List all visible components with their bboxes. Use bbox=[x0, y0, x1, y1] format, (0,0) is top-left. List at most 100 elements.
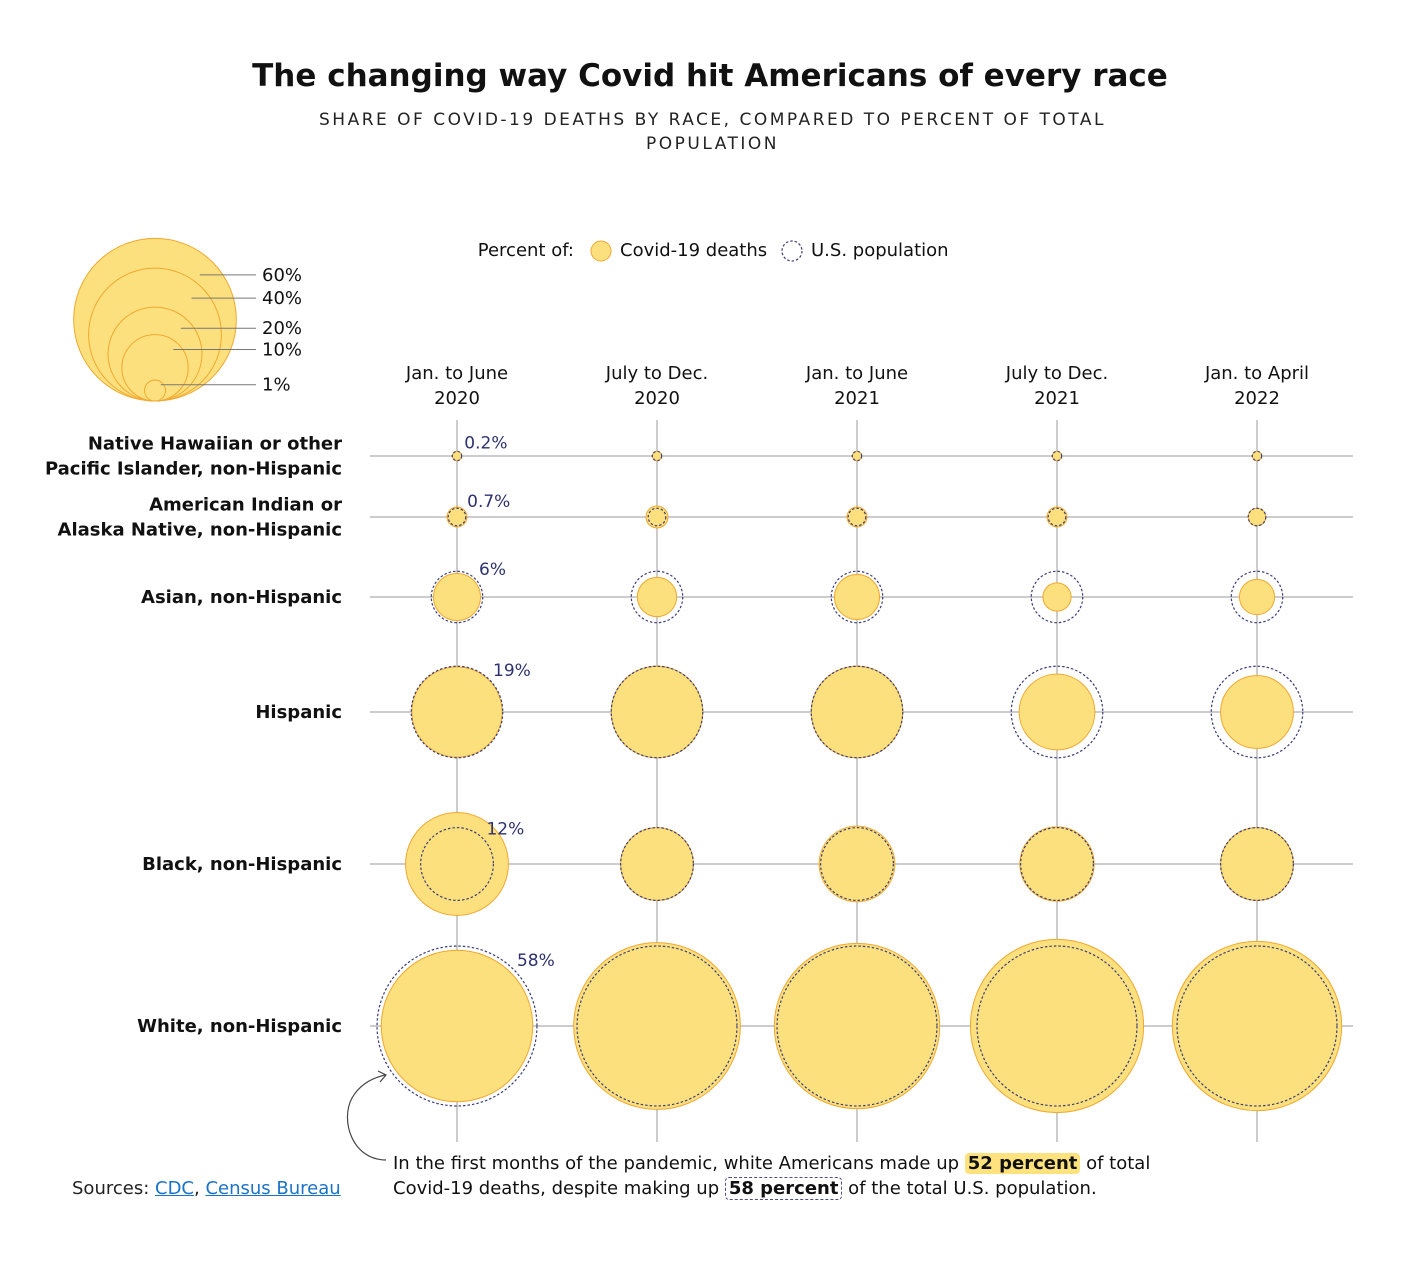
column-label: 2021 bbox=[834, 388, 880, 409]
source-link-census-bureau[interactable]: Census Bureau bbox=[205, 1178, 341, 1199]
deaths-bubble bbox=[433, 573, 481, 621]
population-bubble bbox=[776, 945, 938, 1107]
deaths-bubble bbox=[1018, 673, 1096, 751]
chart-title: The changing way Covid hit Americans of … bbox=[252, 58, 1168, 94]
deaths-bubble bbox=[833, 573, 881, 621]
population-value-label: 12% bbox=[486, 820, 524, 840]
column-label: 2020 bbox=[434, 388, 480, 409]
deaths-bubble bbox=[573, 942, 741, 1110]
deaths-bubble bbox=[846, 506, 868, 528]
deaths-bubble bbox=[1019, 826, 1095, 902]
population-bubble bbox=[1220, 827, 1294, 901]
legend-deaths-swatch bbox=[590, 240, 612, 262]
row-label: Alaska Native, non-Hispanic bbox=[58, 520, 342, 541]
population-value-label: 0.2% bbox=[464, 434, 507, 454]
size-legend-label: 1% bbox=[262, 375, 291, 396]
row-label: American Indian or bbox=[149, 495, 342, 516]
column-label: 2021 bbox=[1034, 388, 1080, 409]
column-label: July to Dec. bbox=[1005, 363, 1108, 384]
population-bubble bbox=[1247, 507, 1267, 527]
deaths-bubble bbox=[1171, 940, 1343, 1112]
row-label: Pacific Islander, non-Hispanic bbox=[45, 459, 342, 480]
legend-deaths-label: Covid-19 deaths bbox=[620, 240, 767, 261]
population-bubble bbox=[410, 665, 504, 759]
size-legend-label: 60% bbox=[262, 265, 302, 286]
population-bubble bbox=[976, 945, 1138, 1107]
deaths-bubble bbox=[773, 942, 941, 1110]
population-bubble bbox=[1176, 945, 1338, 1107]
deaths-bubble bbox=[411, 666, 503, 758]
legend-population-swatch bbox=[781, 240, 803, 262]
deaths-bubble bbox=[380, 949, 534, 1103]
deaths-bubble bbox=[1220, 675, 1294, 749]
population-value-label: 19% bbox=[493, 661, 531, 681]
deaths-bubble bbox=[969, 938, 1145, 1114]
annotation-arrowhead bbox=[377, 1070, 387, 1083]
sources: Sources: CDC, Census Bureau bbox=[72, 1178, 341, 1199]
population-bubble bbox=[810, 665, 904, 759]
population-bubble bbox=[1051, 450, 1063, 462]
population-bubble bbox=[647, 507, 667, 527]
sources-separator: , bbox=[194, 1178, 206, 1199]
population-value-label: 0.7% bbox=[467, 492, 510, 512]
population-bubble bbox=[1230, 570, 1284, 624]
row-label: Asian, non-Hispanic bbox=[141, 587, 342, 608]
column-label: July to Dec. bbox=[605, 363, 708, 384]
chart-subtitle: SHARE OF COVID-19 DEATHS BY RACE, COMPAR… bbox=[319, 110, 1106, 154]
column-label: Jan. to June bbox=[805, 363, 908, 384]
deaths-bubble bbox=[645, 505, 669, 529]
population-bubble bbox=[451, 450, 463, 462]
population-bubble bbox=[610, 665, 704, 759]
population-bubble bbox=[847, 507, 867, 527]
row-label: Hispanic bbox=[255, 702, 342, 723]
row-label: Native Hawaiian or other bbox=[88, 434, 342, 455]
size-legend-label: 10% bbox=[262, 340, 302, 361]
population-bubble bbox=[1251, 450, 1263, 462]
population-bubble bbox=[851, 450, 863, 462]
deaths-bubble bbox=[1042, 582, 1072, 612]
population-bubble bbox=[630, 570, 684, 624]
deaths-bubble bbox=[818, 825, 896, 903]
note-text-after: of the total U.S. population. bbox=[842, 1178, 1097, 1199]
column-label: Jan. to June bbox=[405, 363, 508, 384]
population-bubble bbox=[1210, 665, 1304, 759]
note-text-before: In the first months of the pandemic, whi… bbox=[393, 1153, 965, 1174]
row-label: White, non-Hispanic bbox=[137, 1016, 342, 1037]
population-bubble bbox=[420, 827, 494, 901]
column-label: Jan. to April bbox=[1204, 363, 1309, 384]
note-population-value: 58 percent bbox=[724, 1177, 843, 1200]
deaths-bubble bbox=[610, 665, 704, 759]
deaths-bubble bbox=[1046, 506, 1068, 528]
deaths-bubble bbox=[810, 665, 904, 759]
annotation-note: In the first months of the pandemic, whi… bbox=[393, 1151, 1153, 1201]
column-label: 2020 bbox=[634, 388, 680, 409]
note-text-middle: of total Covid-19 deaths, despite making… bbox=[393, 1153, 1151, 1199]
population-bubble bbox=[830, 570, 884, 624]
population-bubble bbox=[1020, 827, 1094, 901]
population-bubble bbox=[430, 570, 484, 624]
population-value-label: 6% bbox=[479, 560, 506, 580]
population-bubble bbox=[1010, 665, 1104, 759]
size-legend-label: 20% bbox=[262, 318, 302, 339]
deaths-bubble bbox=[446, 506, 468, 528]
population-bubble bbox=[1030, 570, 1084, 624]
population-bubble bbox=[576, 945, 738, 1107]
annotation-arrow bbox=[346, 1074, 387, 1161]
source-link-cdc[interactable]: CDC bbox=[155, 1178, 194, 1199]
legend-prefix: Percent of: bbox=[478, 240, 574, 261]
population-value-label: 58% bbox=[517, 951, 555, 971]
sources-prefix: Sources: bbox=[72, 1178, 155, 1199]
population-bubble bbox=[447, 507, 467, 527]
note-deaths-value: 52 percent bbox=[964, 1153, 1081, 1174]
deaths-bubble bbox=[1238, 578, 1276, 616]
size-legend-label: 40% bbox=[262, 288, 302, 309]
population-bubble bbox=[820, 827, 894, 901]
row-label: Black, non-Hispanic bbox=[142, 854, 342, 875]
population-bubble bbox=[651, 450, 663, 462]
deaths-bubble bbox=[636, 576, 678, 618]
size-legend-circle bbox=[144, 379, 166, 402]
population-bubble bbox=[376, 945, 538, 1107]
population-bubble bbox=[1047, 507, 1067, 527]
column-label: 2022 bbox=[1234, 388, 1280, 409]
